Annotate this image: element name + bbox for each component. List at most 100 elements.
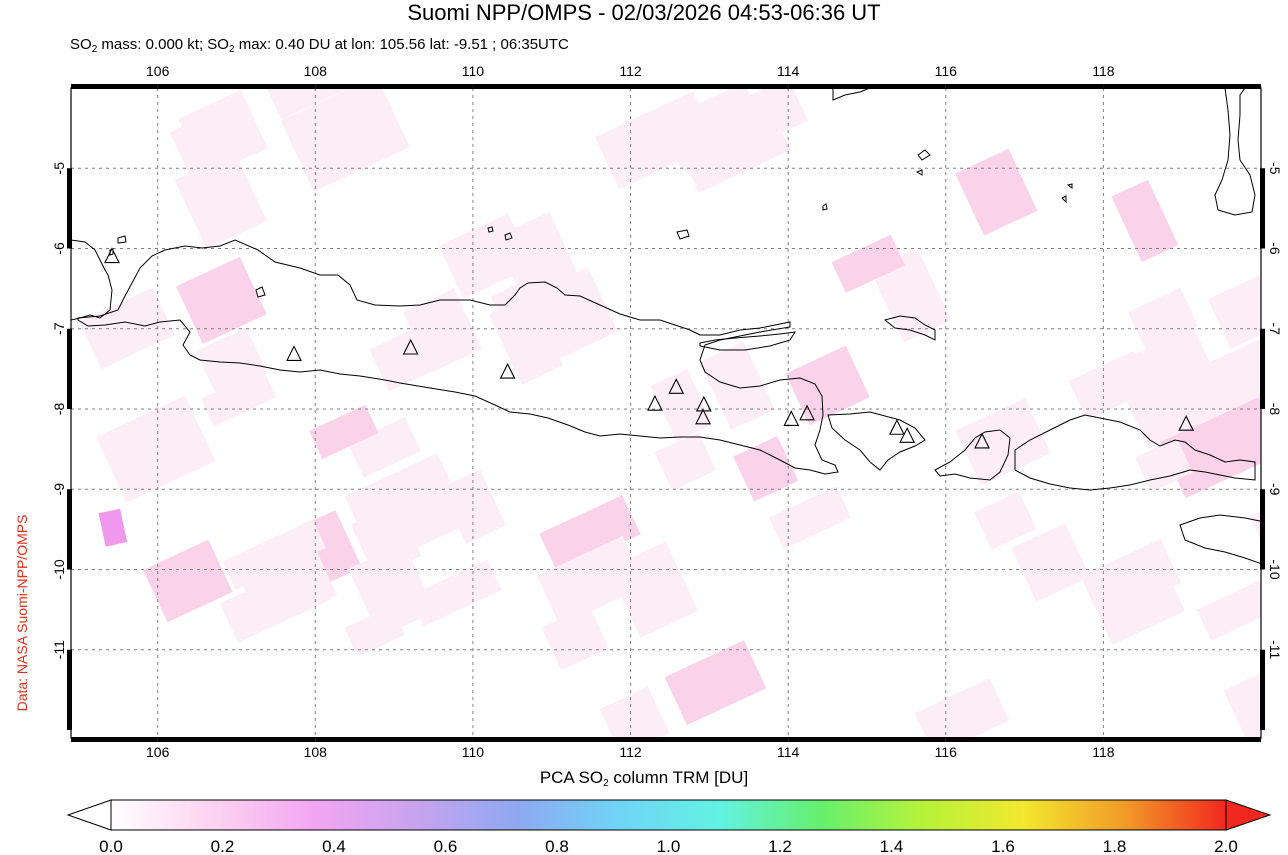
so2-cell (1111, 179, 1179, 263)
so2-cell (714, 91, 796, 157)
java-coastline (77, 239, 839, 475)
subtitle-subscript-1: 2 (91, 44, 98, 55)
frame-segment (472, 84, 631, 89)
frame-segment (157, 737, 316, 742)
subtitle-text-2: mass: 0.000 kt; SO (97, 36, 229, 53)
lon-tick-label: 106 (146, 744, 170, 760)
lat-tick-label: -11 (1267, 640, 1283, 659)
so2-cell (654, 432, 717, 491)
lon-tick-label: 118 (1092, 744, 1115, 760)
volcano-icon (668, 378, 685, 394)
so2-cell (1196, 580, 1261, 641)
frame-segment (1260, 489, 1265, 570)
colorbar-tick-label: 0.2 (211, 837, 235, 855)
lon-tick-label: 106 (146, 63, 170, 79)
volcano-icon (799, 404, 815, 421)
so2-cell (309, 404, 379, 460)
so2-cell (785, 345, 870, 426)
subtitle-subscript-2: 2 (228, 44, 235, 55)
frame-segment (67, 489, 72, 570)
frame-segment (315, 84, 473, 89)
so2-cell (1134, 438, 1193, 493)
map-subtitle: SO2 mass: 0.000 kt; SO2 max: 0.40 DU at … (70, 36, 569, 56)
lombok-coastline (934, 429, 1011, 481)
so2-cell (200, 369, 277, 427)
frame-segment (945, 737, 1104, 742)
lon-labels-top: 106 108 110 112 114 116 118 (146, 63, 1115, 79)
so2-cell (1207, 269, 1261, 349)
karimunjawa-islets (487, 226, 513, 241)
colorbar-min-arrow (66, 799, 112, 831)
volcano-icon (402, 338, 419, 355)
colorbar-gradient (110, 799, 1227, 831)
lat-tick-label: -9 (51, 483, 67, 496)
lat-tick-label: -10 (51, 559, 67, 579)
so2-cell (683, 88, 761, 147)
so2-cell (1223, 648, 1261, 738)
so2-cell (1011, 523, 1091, 602)
colorbar-tick-label: 0.0 (99, 837, 123, 855)
so2-pixel-layer (79, 88, 1261, 738)
borneo-coastline (832, 88, 871, 101)
colorbar-title: PCA SO2 column TRM [DU] (0, 768, 1288, 789)
so2-cell (733, 436, 799, 502)
so2-cell (831, 234, 906, 293)
so2-cell (439, 469, 506, 544)
so2-cell (438, 213, 533, 299)
volcano-icon (647, 394, 663, 411)
so2-cell (699, 341, 776, 430)
lat-tick-label: -11 (51, 640, 67, 659)
subtitle-text-3: max: 0.40 DU at lon: 105.56 lat: -9.51 ;… (234, 36, 569, 53)
frame-segment (788, 84, 946, 89)
so2-cell (169, 110, 237, 174)
so2-cell (768, 486, 851, 550)
so2-cell (914, 678, 1010, 738)
so2-cell (1171, 337, 1261, 428)
lat-tick-label: -7 (1267, 323, 1283, 336)
colorbar-tick-label: 0.8 (545, 837, 569, 855)
sumbawa-coastline (1014, 414, 1256, 491)
lat-tick-label: -6 (51, 242, 67, 255)
so2-cell (1080, 542, 1185, 645)
so2-cell (664, 640, 767, 726)
colorbar-max-arrow (1225, 799, 1272, 831)
frame-segment (1260, 649, 1265, 730)
colorbar-tick-label: 1.4 (880, 837, 904, 855)
volcano-icon (974, 432, 990, 449)
lat-tick-label: -5 (51, 162, 67, 175)
frame-segment (67, 649, 72, 730)
lat-tick-label: -9 (1267, 483, 1283, 496)
frame-segment (630, 737, 789, 742)
volcano-icon (1178, 415, 1195, 431)
so2-cell (955, 398, 1051, 486)
map-frame (67, 84, 1265, 742)
bali-coastline (827, 411, 926, 471)
so2-cell (344, 453, 470, 567)
lon-tick-label: 116 (935, 744, 958, 760)
so2-cell (1128, 287, 1198, 351)
colorbar-tick-labels: 0.0 0.2 0.4 0.6 0.8 1.0 1.2 1.4 1.6 1.8 2.0 (99, 837, 1238, 855)
frame-segment (1103, 737, 1261, 742)
volcano-icon (104, 247, 120, 264)
frame-segment (945, 84, 1104, 89)
colorbar-tick-label: 0.4 (322, 837, 346, 855)
frame-segment (788, 737, 946, 742)
so2-cell (230, 524, 338, 630)
frame-segment (67, 328, 72, 409)
so2-cell (195, 327, 268, 397)
sulawesi-coastline (1214, 88, 1256, 216)
so2-cell (174, 151, 267, 249)
volcano-icon (783, 410, 800, 426)
lon-tick-label: 110 (462, 744, 485, 760)
so2-cell (955, 148, 1038, 236)
frame-segment (472, 737, 631, 742)
frame-segment (1260, 328, 1265, 409)
lon-tick-label: 118 (1092, 63, 1115, 79)
so2-cell (650, 368, 714, 442)
so2-cell (348, 543, 436, 638)
so2-cell (280, 88, 410, 192)
madura-coastline (699, 331, 796, 351)
so2-cell (974, 491, 1037, 550)
lat-tick-label: -7 (51, 322, 67, 335)
lon-tick-label: 108 (304, 63, 328, 79)
